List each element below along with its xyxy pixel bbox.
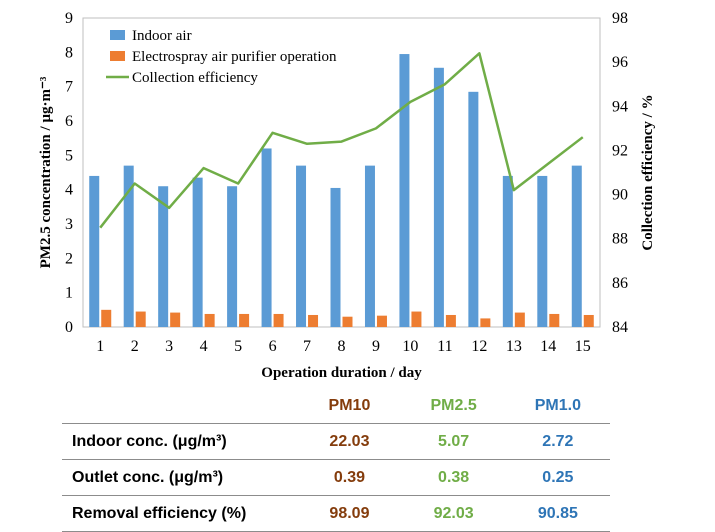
bar-electrospray-operation [308, 314, 319, 327]
cell-value: 90.85 [537, 504, 578, 522]
x-tick-label: 13 [506, 338, 522, 355]
y-tick-label: 0 [65, 319, 73, 336]
y-tick-label: 6 [65, 113, 73, 130]
cell-value: 0.38 [438, 468, 470, 486]
bar-indoor-air [502, 175, 513, 327]
x-tick-label: 2 [131, 338, 139, 355]
y2-tick-label: 84 [612, 319, 628, 336]
legend-swatch-indoor-air [110, 30, 125, 40]
chart: 0 1 2 3 4 5 6 7 8 9 84 86 88 90 92 94 96 98 1 2 3 4 5 6 7 8 9 10 11 1… [38, 10, 656, 381]
table-header-pm25: PM2.5 [430, 396, 477, 414]
y2-tick-label: 96 [612, 54, 628, 71]
bar-indoor-air [192, 177, 203, 327]
x-tick-label: 5 [234, 338, 242, 355]
bar-electrospray-operation [480, 318, 491, 327]
bar-electrospray-operation [239, 313, 250, 327]
bar-electrospray-operation [135, 311, 146, 327]
y-tick-label: 1 [65, 285, 73, 302]
y-tick-label: 7 [65, 79, 73, 96]
bar-indoor-air [89, 175, 100, 327]
cell-value: 0.25 [542, 468, 574, 486]
bar-electrospray-operation [514, 312, 525, 327]
bar-electrospray-operation [342, 316, 353, 327]
bar-indoor-air [227, 186, 238, 327]
x-tick-label: 6 [269, 338, 277, 355]
x-axis-title: Operation duration / day [261, 365, 422, 381]
x-tick-label: 10 [402, 338, 418, 355]
summary-table: PM10 PM2.5 PM1.0 Indoor conc. (μg/m³) 22… [62, 388, 610, 532]
x-tick-label: 1 [96, 338, 104, 355]
x-tick-label: 14 [540, 338, 556, 355]
legend-swatch-electrospray-operation [110, 51, 125, 61]
bar-indoor-air [468, 91, 479, 327]
bar-indoor-air [123, 165, 134, 327]
bar-indoor-air [571, 165, 582, 327]
x-tick-label: 7 [303, 338, 311, 355]
y2-tick-label: 90 [612, 187, 628, 204]
y-tick-label: 3 [65, 216, 73, 233]
table-header-pm10: PM10 [328, 396, 371, 414]
y-axis-title: PM2.5 concentration / μg·m⁻³ [38, 76, 54, 268]
x-tick-label: 9 [372, 338, 380, 355]
bar-electrospray-operation [376, 315, 387, 327]
cell-value: 5.07 [438, 432, 470, 450]
cell-value: 0.39 [333, 468, 366, 486]
legend-label-indoor-air: Indoor air [132, 28, 192, 44]
y2-tick-label: 92 [612, 142, 628, 159]
table-header-row: PM10 PM2.5 PM1.0 [62, 388, 610, 424]
cell-value: 22.03 [329, 432, 370, 450]
y2-axis-title: Collection efficiency / % [640, 94, 656, 250]
bar-electrospray-operation [549, 313, 560, 327]
table-header-blank [62, 388, 297, 424]
x-tick-label: 4 [200, 338, 208, 355]
bar-indoor-air [433, 67, 444, 328]
y-tick-label: 4 [65, 182, 73, 199]
bar-indoor-air [537, 175, 548, 327]
bar-indoor-air [261, 148, 272, 327]
bar-electrospray-operation [445, 314, 456, 327]
bar-indoor-air [158, 186, 169, 327]
bar-electrospray-operation [170, 312, 181, 327]
y-tick-label: 8 [65, 44, 73, 61]
row-label: Outlet conc. (μg/m³) [72, 468, 224, 486]
x-tick-label: 3 [165, 338, 173, 355]
y2-tick-label: 94 [612, 98, 628, 115]
bar-electrospray-operation [204, 313, 215, 327]
legend-label-electrospray-operation: Electrospray air purifier operation [132, 49, 337, 65]
bar-indoor-air [330, 187, 341, 327]
y2-tick-label: 98 [612, 10, 628, 27]
y-tick-label: 5 [65, 147, 73, 164]
y-tick-label: 9 [65, 10, 73, 27]
y-tick-label: 2 [65, 250, 73, 267]
table-row: Outlet conc. (μg/m³) 0.39 0.38 0.25 [62, 459, 610, 496]
bar-electrospray-operation [273, 313, 284, 327]
cell-value: 92.03 [433, 504, 474, 522]
y2-tick-label: 88 [612, 231, 628, 248]
cell-value: 98.09 [329, 504, 370, 522]
x-tick-label: 8 [338, 338, 346, 355]
legend-label-collection-efficiency: Collection efficiency [132, 70, 258, 86]
bar-electrospray-operation [101, 309, 112, 327]
table-row: Indoor conc. (μg/m³) 22.03 5.07 2.72 [62, 423, 610, 460]
row-label: Removal efficiency (%) [72, 504, 247, 522]
table-row: Removal efficiency (%) 98.09 92.03 90.85 [62, 495, 610, 532]
table-header-pm10-fine: PM1.0 [534, 396, 581, 414]
bar-indoor-air [296, 165, 307, 327]
bar-electrospray-operation [583, 314, 594, 327]
bar-indoor-air [364, 165, 375, 327]
cell-value: 2.72 [542, 432, 574, 450]
plot-area-border [82, 17, 601, 328]
x-tick-label: 12 [471, 338, 487, 355]
y2-tick-label: 86 [612, 275, 628, 292]
bar-indoor-air [399, 54, 410, 328]
row-label: Indoor conc. (μg/m³) [72, 432, 227, 450]
bar-electrospray-operation [411, 311, 422, 327]
line-collection-efficiency [99, 52, 584, 229]
x-tick-label: 15 [575, 338, 591, 355]
x-tick-label: 11 [437, 338, 452, 355]
